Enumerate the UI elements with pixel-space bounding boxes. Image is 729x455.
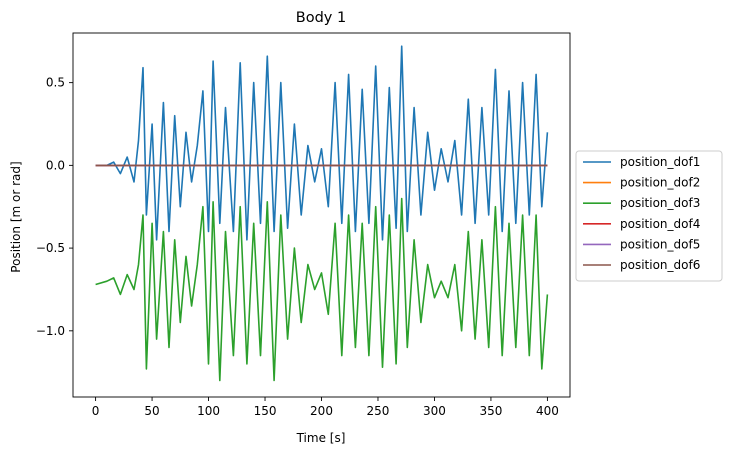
series-line-position_dof1	[95, 45, 549, 241]
x-axis: 0 50 100 150 200 250 300 350 400	[92, 397, 559, 418]
plot-area	[95, 45, 549, 382]
y-tick-label: 0.5	[46, 76, 65, 90]
axes-frame	[72, 32, 571, 398]
y-tick-label: −0.5	[36, 241, 65, 255]
legend-label: position_dof5	[620, 237, 700, 251]
x-tick-label: 300	[423, 404, 446, 418]
legend-label: position_dof1	[620, 155, 700, 169]
x-tick-label: 0	[92, 404, 100, 418]
legend: position_dof1 position_dof2 position_dof3p…	[575, 150, 723, 282]
y-tick-label: 0.0	[46, 158, 65, 172]
x-tick-label: 400	[536, 404, 559, 418]
legend-label: position_dof3	[620, 196, 700, 210]
x-axis-label: Time [s]	[296, 431, 346, 445]
x-tick-label: 100	[197, 404, 220, 418]
x-tick-label: 200	[310, 404, 333, 418]
x-tick-label: 350	[479, 404, 502, 418]
legend-box	[575, 150, 723, 282]
y-tick-label: −1.0	[36, 324, 65, 338]
legend-label: position_dof4	[620, 217, 700, 231]
series-line-position_dof3	[95, 197, 549, 382]
legend-label: position_dof6	[620, 258, 700, 272]
x-tick-label: 250	[367, 404, 390, 418]
x-tick-label: 150	[254, 404, 277, 418]
legend-label: position_dof2	[620, 176, 700, 190]
y-axis-label: Position [m or rad]	[9, 161, 23, 272]
x-tick-label: 50	[144, 404, 159, 418]
y-axis: 0.5 0.0 −0.5 −1.0	[36, 76, 73, 338]
chart-title: Body 1	[296, 10, 346, 26]
